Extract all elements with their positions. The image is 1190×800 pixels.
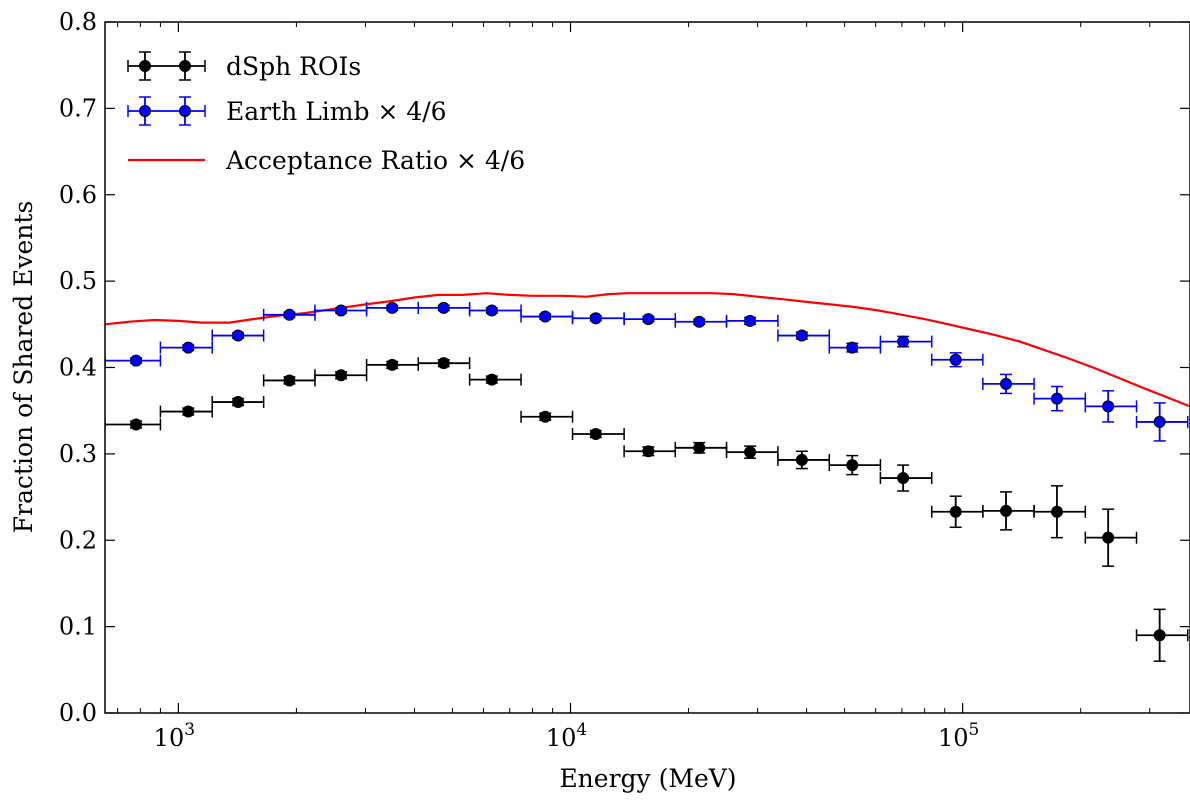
dsph-point (693, 441, 706, 454)
x-tick-label: 103 (154, 720, 195, 752)
dsph-point (949, 505, 962, 518)
earth-limb-point (795, 329, 808, 342)
dsph-point (130, 418, 143, 431)
earth-limb-point (693, 315, 706, 328)
x-tick-label: 105 (938, 720, 979, 752)
dsph-point (539, 410, 552, 423)
y-tick-label: 0.6 (59, 181, 97, 209)
earth-limb-point (335, 304, 348, 317)
y-tick-label: 0.8 (59, 8, 97, 36)
earth-limb-point (846, 341, 859, 354)
y-tick-label: 0.0 (59, 699, 97, 727)
earth-limb-point (130, 354, 143, 367)
dsph-point (437, 357, 450, 370)
legend-earth-limb-swatch-marker (139, 105, 151, 117)
y-tick-label: 0.7 (59, 94, 97, 122)
earth-limb-point (485, 304, 498, 317)
earth-limb-point (897, 335, 910, 348)
earth-limb-point (1000, 377, 1013, 390)
earth-limb-point (744, 314, 757, 327)
dsph-point (182, 405, 195, 418)
dsph-point (1102, 531, 1115, 544)
y-tick-label: 0.4 (59, 354, 97, 382)
dsph-point (1050, 505, 1063, 518)
dsph-point (846, 459, 859, 472)
earth-limb-point (949, 353, 962, 366)
earth-limb-point (589, 312, 602, 325)
legend-dsph-label: dSph ROIs (226, 52, 361, 81)
dsph-point (386, 358, 399, 371)
earth-limb-point (386, 301, 399, 314)
legend: dSph ROIs Earth Limb × 4/6 Acceptance Rati… (127, 51, 525, 175)
dsph-point (485, 373, 498, 386)
legend-dsph-swatch-marker (179, 60, 191, 72)
y-tick-label: 0.5 (59, 267, 97, 295)
legend-earth-limb-swatch-marker (179, 105, 191, 117)
dsph-point (1153, 629, 1166, 642)
plot-frame (104, 21, 1190, 714)
earth-limb-point (437, 301, 450, 314)
earth-limb-point (283, 308, 296, 321)
dsph-point (589, 428, 602, 441)
dsph-point (283, 374, 296, 387)
dsph-point (744, 446, 757, 459)
earth-limb-point (642, 313, 655, 326)
dsph-point (335, 369, 348, 382)
legend-dsph-swatch-marker (139, 60, 151, 72)
earth-limb-point (182, 341, 195, 354)
earth-limb-point (1050, 392, 1063, 405)
legend-earth-limb-label: Earth Limb × 4/6 (226, 97, 447, 126)
earth-limb-point (232, 329, 245, 342)
dsph-point (1000, 504, 1013, 517)
dsph-point (897, 472, 910, 485)
dsph-point (642, 445, 655, 458)
earth-limb-point (539, 310, 552, 323)
x-tick-label: 104 (546, 720, 587, 752)
dsph-point (232, 396, 245, 409)
y-axis-label: Fraction of Shared Events (9, 201, 38, 534)
plot-area (105, 22, 1190, 713)
x-axis-label: Energy (MeV) (559, 764, 736, 793)
earth-limb-point (1102, 400, 1115, 413)
y-tick-label: 0.3 (59, 440, 97, 468)
y-tick-label: 0.2 (59, 526, 97, 554)
legend-acceptance-label: Acceptance Ratio × 4/6 (225, 146, 525, 175)
earth-limb-point (1153, 415, 1166, 428)
dsph-point (795, 453, 808, 466)
y-tick-label: 0.1 (59, 613, 97, 641)
